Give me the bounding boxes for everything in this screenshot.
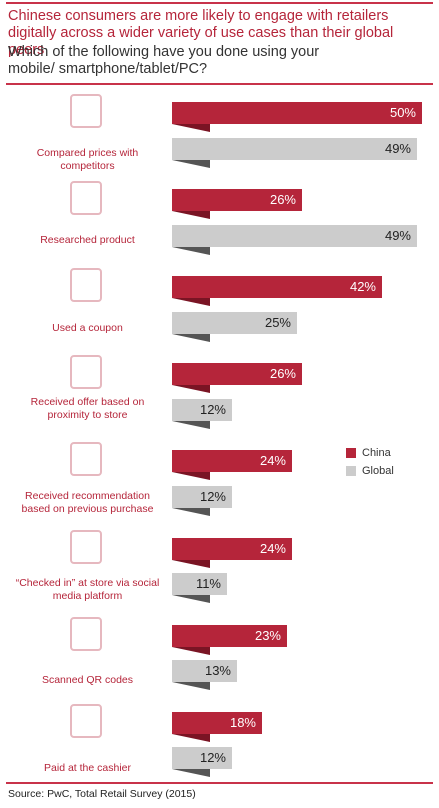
value-label: 12% [199, 401, 226, 417]
chart-subtitle: Which of the following have you done usi… [8, 44, 320, 77]
source: Source: PwC, Total Retail Survey (2015) [8, 788, 196, 800]
bar [172, 363, 302, 386]
icon [70, 181, 102, 216]
value-label: 11% [195, 576, 221, 591]
bar [172, 660, 237, 683]
value-label: 25% [264, 314, 291, 330]
legend-swatch [346, 448, 356, 458]
value-label: 50% [389, 105, 416, 120]
bar [172, 624, 287, 647]
bar-tail [172, 646, 210, 655]
legend-swatch [346, 466, 356, 476]
category-label: Paid at the cashier [44, 762, 131, 774]
icon [70, 268, 102, 303]
bar [172, 747, 232, 770]
top-rule [6, 2, 433, 4]
value-label: 42% [349, 279, 376, 295]
icon [70, 529, 102, 564]
bar [172, 311, 297, 334]
bar-tail [172, 733, 210, 742]
icon [70, 616, 102, 651]
value-label: 49% [384, 227, 411, 243]
value-label: 24% [259, 453, 286, 469]
value-label: 12% [199, 488, 226, 504]
bar-tail [172, 246, 210, 255]
bar [172, 398, 232, 421]
category-label: Scanned QR codes [41, 674, 134, 686]
bar [172, 189, 302, 212]
value-label: 12% [199, 750, 226, 766]
bar-tail [172, 385, 210, 394]
footer-rule [6, 782, 433, 784]
bar [172, 224, 417, 247]
value-label: 18% [229, 714, 256, 730]
bar [172, 573, 227, 595]
icon [70, 355, 102, 390]
legend-label: China [362, 447, 391, 459]
bar-tail [172, 769, 210, 778]
category-label: Used a coupon [52, 322, 123, 334]
category-label: Researched product [40, 234, 135, 246]
bar-tail [172, 333, 210, 342]
bar-tail [172, 595, 210, 603]
bar [172, 102, 422, 124]
bar [172, 537, 292, 560]
value-label: 49% [384, 140, 411, 156]
bar-tail [172, 682, 210, 691]
bar [172, 485, 232, 508]
bar-tail [172, 159, 210, 168]
bar [172, 276, 382, 299]
icon [70, 442, 102, 477]
value-label: 26% [269, 192, 296, 208]
category-label: “Checked in” at store via social media p… [15, 577, 160, 602]
value-label: 13% [204, 663, 231, 679]
bar-tail [172, 211, 210, 220]
icon [70, 94, 102, 128]
chart-title: Chinese consumers are more likely to eng… [8, 8, 394, 58]
category-label: Received recommendation based on previou… [21, 490, 154, 515]
legend-label: Global [362, 465, 394, 477]
bar-tail [172, 507, 210, 516]
bar-tail [172, 420, 210, 429]
bar [172, 450, 292, 473]
header-rule [6, 83, 433, 85]
bar-tail [172, 472, 210, 481]
bar-tail [172, 124, 210, 132]
bar [172, 711, 262, 734]
icon [70, 703, 102, 738]
category-label: Compared prices with competitors [36, 147, 139, 172]
value-label: 26% [269, 366, 296, 382]
bar-tail [172, 559, 210, 568]
bar-tail [172, 298, 210, 307]
bar [172, 137, 417, 160]
category-label: Received offer based on proximity to sto… [30, 396, 145, 421]
value-label: 23% [254, 627, 281, 643]
value-label: 24% [259, 540, 286, 556]
